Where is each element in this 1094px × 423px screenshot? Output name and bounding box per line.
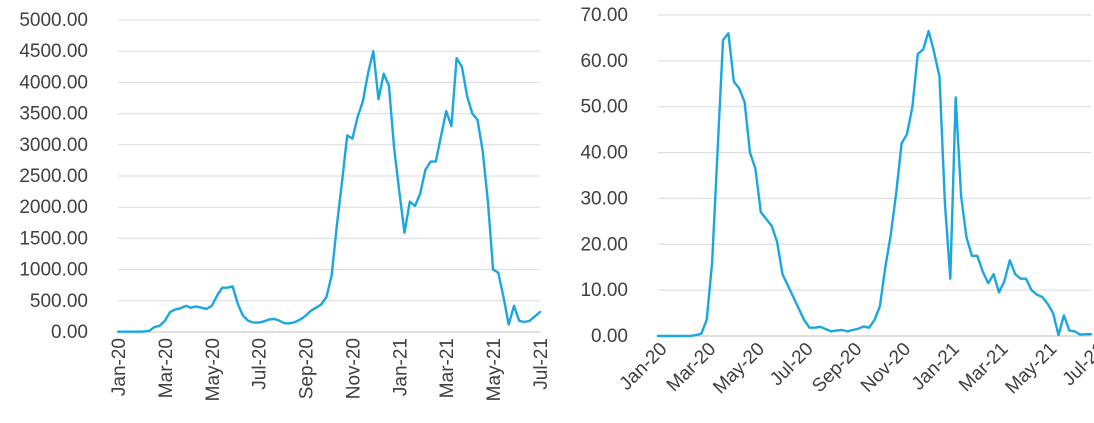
left-line-chart: 0.00 500.00 1000.00 1500.00 2000.00 2500.00 30… [19, 10, 552, 401]
left-x-tick-label: Jan-21 [390, 338, 411, 396]
right-y-tick-label: 50.00 [580, 97, 628, 118]
right-x-tick-label: Mar-20 [663, 339, 720, 396]
right-series-line [656, 29, 1093, 338]
right-x-tick-label: Sep-20 [808, 339, 866, 397]
right-x-tick-label: Jul-21 [1059, 339, 1094, 390]
left-y-tick-label: 3000.00 [19, 135, 88, 156]
left-x-tick-labels: Jan-20 Mar-20 May-20 Jul-20 Sep-20 Nov-20 Jan-… [109, 338, 552, 401]
left-y-tick-label: 2000.00 [19, 197, 88, 218]
left-y-tick-label: 1000.00 [19, 260, 88, 281]
left-x-tick-label: Sep-20 [297, 338, 318, 399]
left-x-tick-label: May-21 [484, 338, 505, 401]
right-x-tick-label: May-20 [709, 339, 769, 399]
left-y-tick-label: 4000.00 [19, 72, 88, 93]
right-x-tick-label: Nov-20 [857, 339, 915, 397]
right-x-tick-label: May-21 [1002, 339, 1062, 399]
left-x-tick-label: May-20 [203, 338, 224, 401]
left-y-tick-label: 0.00 [51, 322, 88, 343]
right-x-tick-labels: Jan-20Mar-20May-20Jul-20Sep-20Nov-20Jan-… [616, 339, 1094, 399]
left-y-tick-label: 2500.00 [19, 166, 88, 187]
left-x-tick-label: Mar-20 [156, 338, 177, 398]
right-y-tick-label: 10.00 [580, 280, 628, 301]
left-series-line [116, 50, 542, 333]
left-y-tick-labels: 0.00 500.00 1000.00 1500.00 2000.00 2500.00 30… [19, 10, 88, 343]
left-y-tick-label: 5000.00 [19, 10, 88, 31]
right-y-tick-label: 40.00 [580, 143, 628, 164]
left-y-tick-label: 500.00 [30, 291, 88, 312]
left-x-tick-label: Mar-21 [437, 338, 458, 398]
left-x-tick-label: Jul-21 [531, 338, 552, 390]
left-y-tick-label: 4500.00 [19, 41, 88, 62]
right-x-tick-label: Mar-21 [955, 339, 1012, 396]
right-y-tick-labels: 0.00 10.00 20.00 30.00 40.00 50.00 60.00 70.00 [580, 5, 628, 347]
right-y-tick-label: 30.00 [580, 188, 628, 209]
left-gridlines [118, 19, 540, 302]
right-line-chart: 0.0010.0020.0030.0040.0050.0060.0070.00 … [580, 5, 1094, 398]
right-y-tick-label: 70.00 [580, 5, 628, 26]
left-y-tick-label: 3500.00 [19, 104, 88, 125]
right-x-tick-label: Jan-21 [908, 339, 964, 395]
left-x-tick-label: Jan-20 [109, 338, 130, 396]
left-x-tick-label: Jul-20 [250, 338, 271, 390]
right-y-tick-label: 0.00 [591, 326, 628, 347]
left-y-tick-label: 1500.00 [19, 228, 88, 249]
right-y-tick-label: 60.00 [580, 51, 628, 72]
left-x-tick-label: Nov-20 [343, 338, 364, 399]
right-gridlines [658, 14, 1091, 291]
right-x-tick-label: Jan-20 [616, 339, 672, 395]
right-y-tick-label: 20.00 [580, 234, 628, 255]
